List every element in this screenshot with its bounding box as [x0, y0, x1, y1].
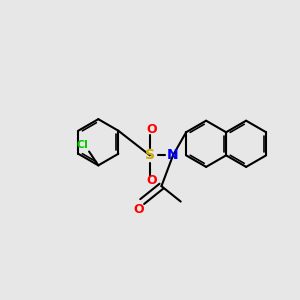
Text: S: S — [145, 148, 155, 162]
Text: Cl: Cl — [77, 140, 89, 150]
Text: O: O — [146, 174, 157, 187]
Text: O: O — [146, 123, 157, 136]
Text: O: O — [133, 203, 144, 216]
Text: N: N — [167, 148, 179, 162]
